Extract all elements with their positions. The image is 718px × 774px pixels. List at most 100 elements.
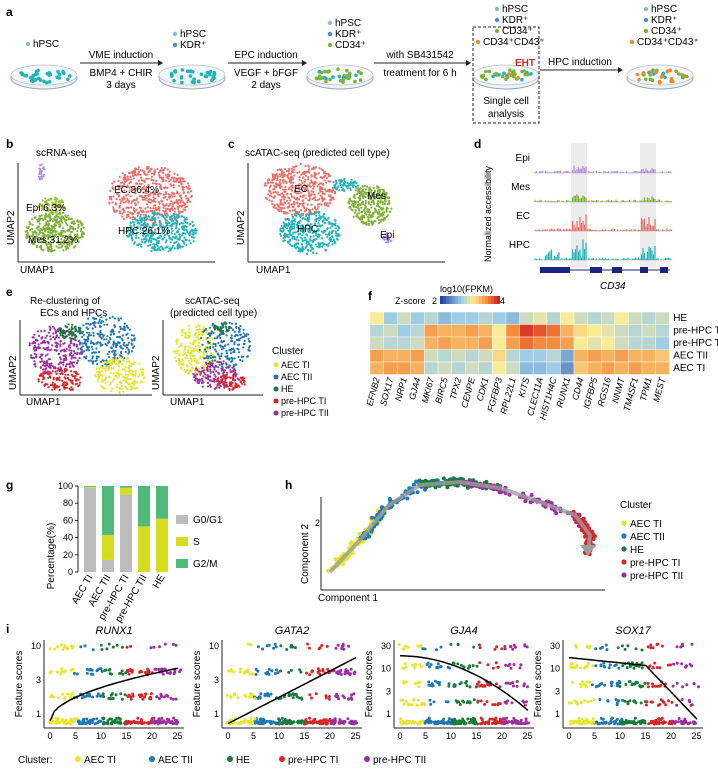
umap-point-ec [277, 204, 279, 206]
umap-point-pre-hpc-tii [65, 365, 67, 367]
umap-point-epi [385, 241, 387, 243]
panel-c-title: scATAC-seq (predicted cell type) [245, 148, 390, 159]
umap-point-he [60, 328, 62, 330]
cell-dot [58, 73, 62, 77]
umap-point-hpc [152, 212, 154, 214]
umap-point-aec-tii [240, 334, 242, 336]
umap-point-pre-hpc-tii [72, 364, 74, 366]
umap-point-pre-hpc-ti [61, 370, 63, 372]
umap-point-aec-ti [198, 325, 200, 327]
cell-dot [670, 77, 674, 81]
umap-point-ec [280, 169, 282, 171]
umap-point-aec-tii [212, 346, 214, 348]
umap-point-aec-ti [125, 374, 127, 376]
umap-point-ec [287, 202, 289, 204]
umap-point-aec-ti [133, 374, 135, 376]
umap-point-mes [63, 218, 65, 220]
umap-point-pre-hpc-tii [30, 354, 32, 356]
umap-point-ec [309, 182, 311, 184]
umap-point-hpc [162, 248, 164, 250]
umap-point-mes [76, 230, 78, 232]
umap-point-pre-hpc-ti [66, 382, 68, 384]
umap-point-hpc [157, 216, 159, 218]
umap-point-hpc [283, 225, 285, 227]
umap-point-hpc [141, 217, 143, 219]
umap-point-pre-hpc-tii [46, 353, 48, 355]
heatmap-cell [547, 325, 561, 338]
umap-point-ec [171, 209, 173, 211]
umap-point-hpc [143, 238, 145, 240]
umap-point-pre-hpc-tii [47, 346, 49, 348]
umap-point-hpc [322, 220, 324, 222]
umap-point-ec [283, 201, 285, 203]
umap-point-pre-hpc-tii [218, 361, 220, 363]
umap-point-ec [329, 196, 331, 198]
umap-point-pre-hpc-tii [69, 366, 71, 368]
umap-point-aec-tii [92, 362, 94, 364]
umap-point-ec [183, 191, 185, 193]
umap-point-aec-tii [234, 335, 236, 337]
umap-point-ec [304, 179, 306, 181]
umap-point-hpc [293, 231, 295, 233]
umap-point-aec-tii [132, 347, 134, 349]
umap-point-aec-ti [113, 362, 115, 364]
cell-dot [512, 69, 516, 73]
umap-point-ec [178, 185, 180, 187]
umap-point-aec-tii [235, 364, 237, 366]
umap-point-mes [73, 223, 75, 225]
umap-point-mes [361, 211, 363, 213]
umap-point-hpc [300, 213, 302, 215]
umap-point-ec [180, 200, 182, 202]
umap-point-pre-hpc-ti [243, 380, 245, 382]
umap-point-aec-ti [97, 380, 99, 382]
umap-point-hpc [175, 227, 177, 229]
umap-point-hpc [159, 249, 161, 251]
umap-point-ec [302, 204, 304, 206]
umap-point-aec-ti [136, 381, 138, 383]
umap-point-aec-ti [129, 378, 131, 380]
umap-point-ec [314, 206, 316, 208]
umap-point-hpc [331, 230, 333, 232]
umap-point-mes [50, 250, 52, 252]
umap-point-he [71, 328, 73, 330]
heatmap-cell [384, 350, 398, 363]
umap-point-mes [354, 212, 356, 214]
umap-point-ec [159, 186, 161, 188]
umap-point-pre-hpc-ti [213, 380, 215, 382]
umap-point-hpc [160, 223, 162, 225]
label-hpc: HPC:26.1% [118, 226, 170, 237]
umap-point-mes [360, 202, 362, 204]
umap-point-hpc [337, 239, 339, 241]
color-scale-step [494, 296, 497, 304]
umap-point-ec [150, 168, 152, 170]
umap-point-he [222, 331, 224, 333]
dish4-legend-0: hPSC [502, 4, 528, 15]
umap-point-aec-tii [95, 351, 97, 353]
umap-point-mes [54, 223, 56, 225]
umap-point-pre-hpc-ti [225, 374, 227, 376]
umap-point-ec [289, 199, 291, 201]
umap-point-ec [121, 216, 123, 218]
umap-point-hpc [307, 241, 309, 243]
heatmap-cell [615, 362, 629, 375]
umap-point-ec [315, 173, 317, 175]
umap-point-hpc [181, 234, 183, 236]
umap-point-mes [47, 228, 49, 230]
umap-point-epi [39, 178, 41, 180]
cell-dot [348, 72, 352, 76]
umap-point-ec [177, 179, 179, 181]
umap-point-ec [161, 167, 163, 169]
umap-point-hpc [153, 249, 155, 251]
umap-point-pre-hpc-tii [203, 372, 205, 374]
color-scale-step [440, 296, 443, 304]
cell-dot [205, 75, 209, 79]
panel-a: a VME induction BMP4 + CHIR 3 days EPC i… [6, 4, 699, 123]
heatmap-gene-label-KITS: KITS [516, 376, 531, 398]
umap-point-hpc [292, 238, 294, 240]
umap-point-ec [156, 168, 158, 170]
umap-point-hpc [288, 241, 290, 243]
umap-point-hpc [305, 215, 307, 217]
umap-point-ec [162, 177, 164, 179]
umap-point-ec [329, 180, 331, 182]
umap-point-hpc [313, 213, 315, 215]
